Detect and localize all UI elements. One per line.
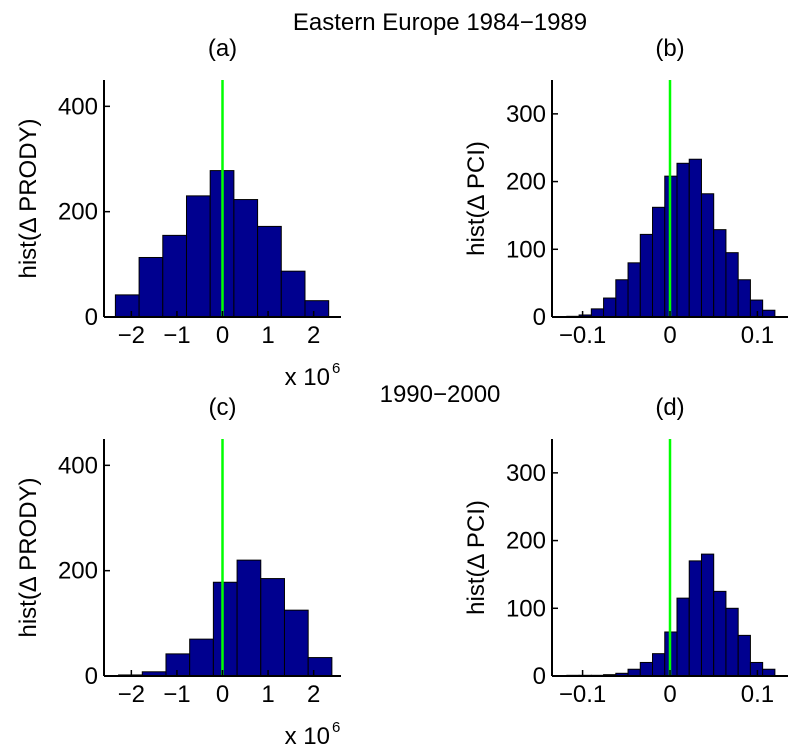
histogram-bar	[762, 309, 776, 318]
x-exponent-label: x 10	[285, 723, 330, 747]
histogram-bar	[236, 559, 262, 677]
histogram-bar	[212, 581, 238, 677]
x-tick-label: −0.1	[559, 322, 606, 349]
x-tick-label: −2	[118, 322, 145, 349]
histogram-bar	[688, 560, 702, 677]
panel-label: (c)	[209, 394, 237, 421]
x-tick-label: −1	[163, 322, 190, 349]
y-tick-label: 100	[506, 236, 546, 263]
panel-label: (d)	[655, 394, 684, 421]
histogram-bar	[615, 279, 629, 318]
x-tick-label: 0.1	[741, 322, 774, 349]
y-axis-label: hist(Δ PRODY)	[15, 477, 42, 637]
histogram-bar	[307, 657, 333, 677]
histogram-bar	[189, 638, 214, 677]
histogram-bar	[652, 206, 666, 318]
y-axis-label: hist(Δ PCI)	[463, 141, 490, 256]
panel-d: 0 100 200 300 −0.1 0 0.1 hist(Δ PCI) (d)	[463, 394, 788, 708]
histogram-bar	[283, 609, 309, 677]
histogram-bar	[749, 661, 764, 677]
histogram-bar	[762, 668, 776, 677]
x-tick-label: 2	[307, 322, 320, 349]
y-tick-label: 300	[506, 101, 546, 128]
x-tick-label: 0	[216, 322, 229, 349]
histogram-bar	[590, 308, 605, 318]
histogram-bar	[652, 653, 666, 677]
histogram-bar	[185, 195, 211, 318]
y-tick-label: 400	[58, 93, 98, 120]
y-tick-label: 0	[85, 663, 98, 690]
x-tick-label: 0.1	[741, 681, 774, 708]
histogram-bar	[700, 193, 715, 318]
histogram-bar	[257, 225, 282, 318]
panel-c: 0 200 400 −2 −1 0 1 2 hist(Δ PRODY) (c) x 10 6	[15, 394, 341, 747]
histogram-bar	[162, 234, 187, 318]
x-tick-label: −1	[163, 681, 190, 708]
x-tick-label: 2	[307, 681, 320, 708]
histogram-bar	[627, 262, 641, 318]
y-tick-label: 0	[85, 304, 98, 331]
x-tick-label: −2	[118, 681, 145, 708]
histogram-bar	[233, 199, 259, 318]
panel-label: (a)	[208, 35, 237, 62]
histogram-bar	[304, 300, 330, 318]
x-tick-label: 1	[261, 681, 274, 708]
x-tick-label: −0.1	[559, 681, 606, 708]
y-axis-label: hist(Δ PRODY)	[15, 118, 42, 278]
x-exponent-power: 6	[332, 360, 340, 377]
histogram-bar	[603, 297, 617, 318]
histogram-bar	[737, 634, 751, 677]
histogram-bar	[114, 294, 140, 318]
figure-subtitle: 1990−2000	[380, 381, 501, 408]
histogram-bar	[749, 299, 764, 318]
panel-label: (b)	[655, 35, 684, 62]
histogram-bar	[676, 162, 690, 318]
y-tick-label: 300	[506, 460, 546, 487]
y-tick-label: 200	[506, 528, 546, 555]
histogram-bar	[280, 270, 306, 318]
y-tick-label: 200	[58, 558, 98, 585]
y-tick-label: 100	[506, 595, 546, 622]
y-tick-label: 200	[58, 199, 98, 226]
y-tick-label: 400	[58, 452, 98, 479]
figure-title: Eastern Europe 1984−1989	[293, 9, 587, 36]
histogram-bar	[737, 279, 751, 318]
x-tick-label: 1	[261, 322, 274, 349]
x-tick-label: 0	[216, 681, 229, 708]
histogram-bar	[676, 597, 690, 677]
histogram-bar	[639, 661, 654, 677]
histogram-bar	[627, 668, 641, 677]
histogram-bar	[639, 233, 654, 318]
y-tick-label: 200	[506, 169, 546, 196]
histogram-bar	[725, 607, 739, 677]
histogram-bar	[688, 158, 702, 318]
x-exponent-label: x 10	[285, 364, 330, 391]
y-axis-label: hist(Δ PCI)	[463, 500, 490, 615]
histogram-bar	[713, 590, 727, 677]
histogram-bar	[713, 229, 727, 318]
histogram-bar	[138, 256, 164, 318]
panel-a: 0 200 400 −2 −1 0 1 2 hist(Δ PRODY) (a) x 10 6	[15, 35, 341, 391]
x-tick-label: 0	[663, 681, 676, 708]
panel-b: 0 100 200 300 −0.1 0 0.1 hist(Δ PCI) (b)	[463, 35, 788, 349]
y-tick-label: 0	[533, 304, 546, 331]
histogram-bar	[260, 578, 285, 677]
histogram-bar	[165, 653, 191, 677]
histogram-bar	[700, 553, 715, 677]
x-tick-label: 0	[663, 322, 676, 349]
histogram-bar	[725, 252, 739, 318]
x-exponent-power: 6	[332, 719, 340, 736]
y-tick-label: 0	[533, 663, 546, 690]
